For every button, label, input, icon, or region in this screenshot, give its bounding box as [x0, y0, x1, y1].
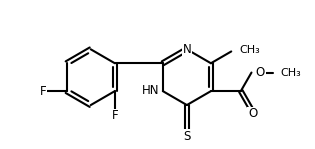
Text: F: F — [112, 109, 118, 122]
Text: O: O — [248, 107, 257, 121]
Text: HN: HN — [142, 84, 160, 97]
Text: CH₃: CH₃ — [280, 67, 301, 77]
Text: S: S — [183, 130, 191, 143]
Text: O: O — [256, 66, 265, 79]
Text: F: F — [40, 85, 47, 98]
Text: CH₃: CH₃ — [240, 45, 261, 55]
Text: N: N — [182, 43, 191, 56]
